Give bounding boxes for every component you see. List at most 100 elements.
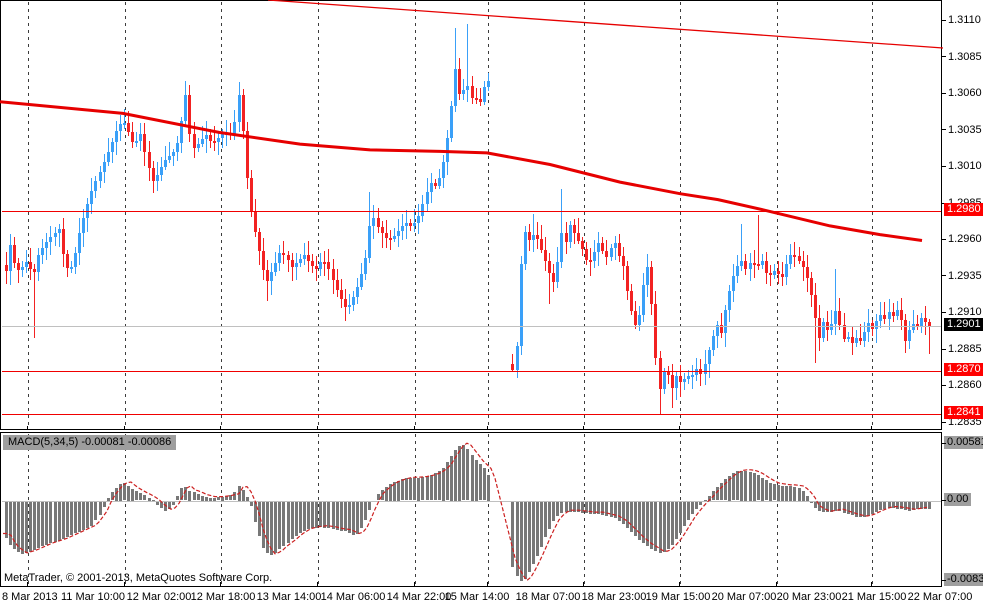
macd-histogram-bar bbox=[471, 455, 474, 501]
candle-body bbox=[818, 318, 821, 338]
candle-body bbox=[614, 243, 617, 248]
time-axis-tick bbox=[124, 582, 125, 586]
candle-body bbox=[372, 218, 375, 226]
candle-body bbox=[524, 232, 527, 264]
candle-body bbox=[802, 261, 805, 267]
macd-histogram-bar bbox=[278, 501, 281, 549]
price-axis-tick bbox=[941, 422, 946, 423]
candle-wick bbox=[533, 214, 534, 252]
candle-body bbox=[258, 232, 261, 251]
macd-histogram-bar bbox=[111, 492, 114, 500]
macd-histogram-bar bbox=[5, 501, 8, 538]
candle-wick bbox=[390, 230, 391, 250]
macd-histogram-bar bbox=[912, 501, 915, 510]
macd-histogram-bar bbox=[753, 473, 756, 501]
macd-histogram-bar bbox=[295, 501, 298, 536]
candle-body bbox=[29, 262, 32, 269]
candle-body bbox=[556, 262, 559, 282]
candle-body bbox=[13, 245, 16, 263]
candle-body bbox=[585, 249, 588, 260]
macd-histogram-bar bbox=[716, 487, 719, 500]
price-chart-panel[interactable] bbox=[0, 0, 942, 430]
candle-body bbox=[471, 86, 474, 98]
macd-histogram-bar bbox=[336, 501, 339, 530]
macd-histogram-bar bbox=[516, 501, 519, 576]
macd-histogram-bar bbox=[274, 501, 277, 553]
time-axis-label: 13 Mar 14:00 bbox=[256, 591, 322, 603]
macd-indicator-panel[interactable] bbox=[0, 432, 942, 587]
candle-body bbox=[242, 95, 245, 131]
candle-body bbox=[671, 375, 674, 388]
candle-body bbox=[180, 121, 183, 143]
candle-body bbox=[319, 262, 322, 269]
macd-histogram-bar bbox=[847, 501, 850, 514]
macd-axis-badge: 0.00 bbox=[944, 492, 972, 506]
macd-histogram-bar bbox=[883, 501, 886, 509]
macd-histogram-bar bbox=[262, 501, 265, 548]
macd-histogram-bar bbox=[475, 460, 478, 501]
candle-body bbox=[54, 233, 57, 237]
candle-body bbox=[618, 243, 621, 256]
macd-histogram-bar bbox=[793, 487, 796, 501]
macd-histogram-bar bbox=[446, 462, 449, 500]
candle-body bbox=[49, 237, 52, 242]
candle-body bbox=[511, 364, 514, 370]
candle-body bbox=[765, 261, 768, 273]
candle-body bbox=[761, 261, 764, 265]
macd-histogram-bar bbox=[712, 491, 715, 500]
macd-histogram-bar bbox=[193, 492, 196, 500]
time-axis-tick bbox=[583, 582, 584, 586]
candle-body bbox=[528, 232, 531, 240]
candle-body bbox=[262, 251, 265, 270]
vertical-gridline bbox=[125, 2, 126, 429]
candle-body bbox=[184, 95, 187, 121]
price-axis-label: 1.3110 bbox=[948, 14, 981, 26]
candle-body bbox=[679, 376, 682, 382]
candle-body bbox=[708, 350, 711, 364]
macd-histogram-bar bbox=[896, 501, 899, 509]
macd-histogram-bar bbox=[458, 446, 461, 501]
candle-body bbox=[896, 310, 899, 316]
macd-histogram-bar bbox=[740, 471, 743, 501]
macd-histogram-bar bbox=[426, 476, 429, 500]
candle-wick bbox=[758, 215, 759, 270]
candle-body bbox=[552, 273, 555, 282]
candle-body bbox=[409, 223, 412, 226]
candle-body bbox=[560, 233, 563, 262]
candle-body bbox=[152, 168, 155, 181]
price-axis-tick bbox=[941, 275, 946, 276]
candle-wick bbox=[512, 354, 513, 372]
candle-body bbox=[516, 346, 519, 370]
macd-histogram-bar bbox=[258, 501, 261, 536]
price-axis-tick bbox=[941, 129, 946, 130]
macd-histogram-bar bbox=[691, 501, 694, 514]
candle-body bbox=[928, 322, 931, 326]
macd-histogram-bar bbox=[287, 501, 290, 543]
candle-body bbox=[728, 291, 731, 310]
time-axis-label: 18 Mar 23:00 bbox=[581, 591, 647, 603]
macd-histogram-bar bbox=[139, 493, 142, 500]
candle-body bbox=[421, 204, 424, 216]
candle-body bbox=[654, 304, 657, 358]
macd-histogram-bar bbox=[597, 501, 600, 514]
candle-body bbox=[417, 216, 420, 223]
candle-body bbox=[168, 156, 171, 160]
candle-wick bbox=[288, 251, 289, 272]
candle-body bbox=[217, 138, 220, 142]
macd-histogram-bar bbox=[859, 501, 862, 517]
candle-body bbox=[360, 274, 363, 287]
macd-histogram-bar bbox=[532, 501, 535, 564]
candle-body bbox=[757, 264, 760, 266]
candle-body bbox=[691, 375, 694, 377]
macd-histogram-bar bbox=[54, 501, 57, 542]
candle-body bbox=[164, 160, 167, 167]
candle-body bbox=[90, 191, 93, 204]
macd-axis-badge: -0.00834 bbox=[944, 573, 983, 587]
time-axis-tick bbox=[679, 582, 680, 586]
macd-histogram-bar bbox=[785, 486, 788, 501]
candle-body bbox=[581, 241, 584, 249]
macd-histogram-bar bbox=[385, 487, 388, 501]
candle-wick bbox=[230, 123, 231, 140]
macd-histogram-bar bbox=[720, 483, 723, 500]
